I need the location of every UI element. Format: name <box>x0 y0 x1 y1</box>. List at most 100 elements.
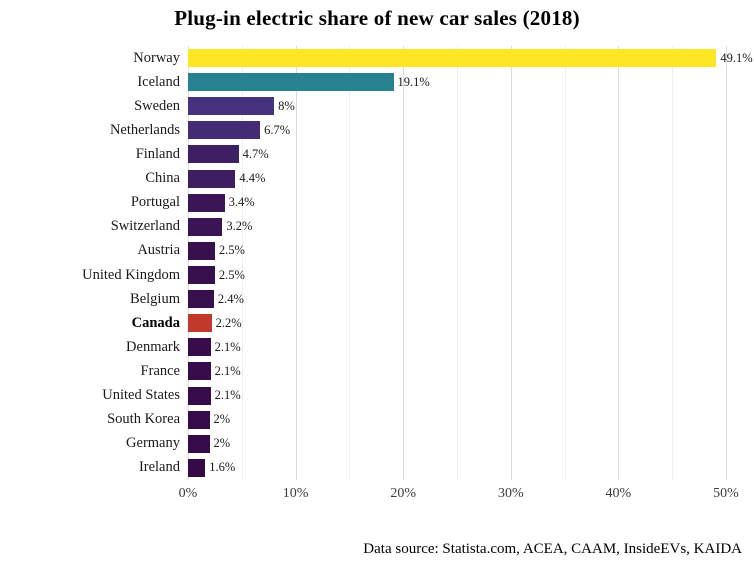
chart-row: South Korea 2% <box>0 408 754 432</box>
bar-austria <box>188 241 215 260</box>
bar-track: 49.1% <box>188 46 754 70</box>
category-label: Denmark <box>126 338 180 355</box>
category-label: Finland <box>135 145 180 162</box>
bar-track: 3.4% <box>188 191 754 215</box>
x-tick-label: 40% <box>605 486 632 501</box>
category-label: Canada <box>131 314 180 331</box>
chart-row: Canada 2.2% <box>0 311 754 335</box>
value-label: 2.4% <box>217 291 244 306</box>
category-label: South Korea <box>107 411 180 428</box>
value-label: 3.2% <box>226 219 253 234</box>
bar-germany <box>188 434 210 453</box>
bar-track: 2% <box>188 408 754 432</box>
chart-row: China 4.4% <box>0 167 754 191</box>
gridline-major <box>510 46 512 480</box>
value-label: 2.1% <box>214 388 241 403</box>
chart-row: Germany 2% <box>0 432 754 456</box>
bar-denmark <box>188 338 211 357</box>
bar-track: 8% <box>188 94 754 118</box>
x-tick-label: 20% <box>390 486 417 501</box>
data-source-caption: Data source: Statista.com, ACEA, CAAM, I… <box>363 541 742 557</box>
bar-china <box>188 169 236 188</box>
value-label: 2% <box>213 436 231 451</box>
chart-row: Ireland 1.6% <box>0 456 754 480</box>
chart-row: Norway 49.1% <box>0 46 754 70</box>
category-label: United States <box>102 387 180 404</box>
chart-row: Finland 4.7% <box>0 142 754 166</box>
bar-track: 2% <box>188 432 754 456</box>
category-label: Switzerland <box>110 218 180 235</box>
gridline-minor <box>457 46 458 480</box>
bar-track: 2.5% <box>188 239 754 263</box>
chart-row: Portugal 3.4% <box>0 191 754 215</box>
bar-track: 4.7% <box>188 142 754 166</box>
value-label: 19.1% <box>397 74 430 89</box>
value-label: 4.4% <box>239 171 266 186</box>
chart-row: France 2.1% <box>0 359 754 383</box>
value-label: 4.7% <box>242 146 269 161</box>
category-label: China <box>145 170 180 187</box>
category-label: Ireland <box>138 459 180 476</box>
bar-ireland <box>188 458 206 477</box>
category-label: Sweden <box>134 97 180 114</box>
chart-title: Plug-in electric share of new car sales … <box>174 6 580 30</box>
bar-track: 2.1% <box>188 359 754 383</box>
chart-row: Belgium 2.4% <box>0 287 754 311</box>
value-label: 2% <box>213 412 231 427</box>
gridline-major <box>618 46 620 480</box>
bar-track: 2.5% <box>188 263 754 287</box>
chart-row: Switzerland 3.2% <box>0 215 754 239</box>
bar-united-kingdom <box>188 266 215 285</box>
gridline-major <box>295 46 297 480</box>
bar-netherlands <box>188 121 261 140</box>
bar-iceland <box>188 73 394 92</box>
bar-track: 2.1% <box>188 335 754 359</box>
bar-south-korea <box>188 410 210 429</box>
value-label: 2.1% <box>214 339 241 354</box>
value-label: 2.5% <box>218 243 245 258</box>
gridline-minor <box>241 46 243 480</box>
bar-norway <box>188 49 717 68</box>
category-label: Norway <box>133 49 180 66</box>
category-label: United Kingdom <box>82 266 180 283</box>
chart-row: Denmark 2.1% <box>0 335 754 359</box>
bar-track: 2.4% <box>188 287 754 311</box>
bar-track: 1.6% <box>188 456 754 480</box>
category-label: Belgium <box>130 290 180 307</box>
x-tick-label: 0% <box>178 486 198 501</box>
bar-track: 19.1% <box>188 70 754 94</box>
category-label: Iceland <box>137 73 180 90</box>
value-label: 3.4% <box>228 195 255 210</box>
value-label: 2.2% <box>215 315 242 330</box>
plot-gridlines <box>188 46 728 480</box>
chart-row: United Kingdom 2.5% <box>0 263 754 287</box>
bar-france <box>188 362 211 381</box>
bar-track: 6.7% <box>188 118 754 142</box>
gridline-minor <box>564 46 566 480</box>
x-tick-label: 10% <box>282 486 309 501</box>
category-label: Germany <box>126 435 180 452</box>
value-label: 2.5% <box>218 267 245 282</box>
bar-rows: Norway 49.1% Iceland 19.1% Sweden 8% Netherlan… <box>0 46 754 480</box>
category-label: Portugal <box>130 194 180 211</box>
chart-row: Austria 2.5% <box>0 239 754 263</box>
bar-sweden <box>188 97 275 116</box>
bar-belgium <box>188 290 214 309</box>
value-label: 8% <box>278 98 295 113</box>
bar-track: 2.2% <box>188 311 754 335</box>
value-label: 2.1% <box>214 363 241 378</box>
x-axis: 0% 10% 20% 30% 40% 50% <box>179 486 739 506</box>
bar-finland <box>188 145 239 164</box>
x-tick-label: 50% <box>713 486 739 501</box>
chart-row: Netherlands 6.7% <box>0 118 754 142</box>
bar-canada <box>188 314 212 333</box>
gridline-major <box>726 46 727 480</box>
bar-united-states <box>188 386 211 405</box>
bar-track: 4.4% <box>188 167 754 191</box>
chart-row: Sweden 8% <box>0 94 754 118</box>
gridline-minor <box>672 46 674 480</box>
bar-switzerland <box>188 217 223 236</box>
value-label: 1.6% <box>209 460 236 475</box>
gridline-major <box>403 46 405 480</box>
